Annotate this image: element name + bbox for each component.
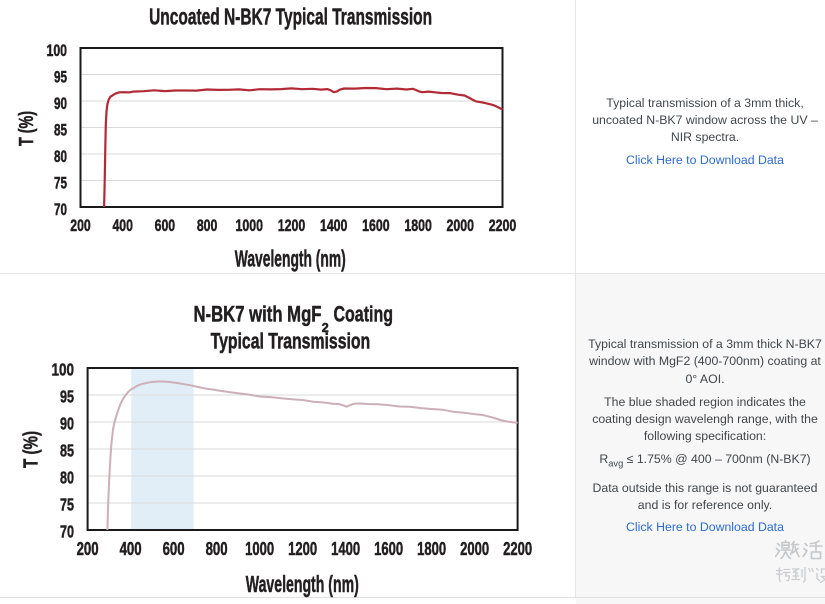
svg-text:85: 85 [54,122,67,140]
svg-text:Uncoated N-BK7 Typical Transmi: Uncoated N-BK7 Typical Transmission [149,3,432,29]
svg-text:Wavelength (nm): Wavelength (nm) [235,246,346,272]
svg-text:100: 100 [52,360,75,380]
svg-text:85: 85 [60,441,74,461]
svg-text:Coating: Coating [334,301,394,326]
svg-text:70: 70 [54,201,67,219]
svg-text:1600: 1600 [362,216,390,235]
svg-text:1600: 1600 [374,539,403,559]
svg-text:800: 800 [197,216,218,235]
svg-text:T (%): T (%) [21,431,43,468]
svg-text:200: 200 [77,539,99,559]
svg-text:80: 80 [60,468,74,488]
svg-text:2000: 2000 [447,216,475,235]
svg-text:400: 400 [112,216,133,235]
svg-text:2000: 2000 [460,539,489,559]
svg-text:N-BK7 with MgF: N-BK7 with MgF [194,301,322,326]
svg-text:1200: 1200 [288,539,317,559]
svg-text:1200: 1200 [278,216,306,235]
svg-text:95: 95 [54,69,67,87]
svg-text:1400: 1400 [320,216,348,235]
svg-text:95: 95 [60,387,74,407]
svg-text:2: 2 [322,321,329,335]
svg-text:1800: 1800 [404,216,432,235]
svg-text:75: 75 [60,495,74,515]
svg-text:400: 400 [120,539,142,559]
svg-text:1000: 1000 [245,539,274,559]
svg-text:Wavelength (nm): Wavelength (nm) [246,571,359,597]
svg-text:70: 70 [60,522,74,542]
svg-text:2200: 2200 [489,216,517,235]
svg-text:2200: 2200 [503,539,532,559]
svg-text:90: 90 [60,414,74,434]
svg-text:T (%): T (%) [16,111,38,146]
svg-text:600: 600 [163,539,185,559]
svg-text:1400: 1400 [331,539,360,559]
svg-text:1000: 1000 [236,216,264,235]
svg-text:100: 100 [47,42,68,60]
svg-text:200: 200 [70,216,91,235]
svg-text:75: 75 [54,175,67,193]
svg-text:80: 80 [54,148,67,166]
svg-text:600: 600 [155,216,176,235]
svg-text:90: 90 [54,95,67,113]
svg-text:1800: 1800 [417,539,446,559]
svg-text:800: 800 [206,539,228,559]
svg-text:Typical Transmission: Typical Transmission [211,328,371,353]
